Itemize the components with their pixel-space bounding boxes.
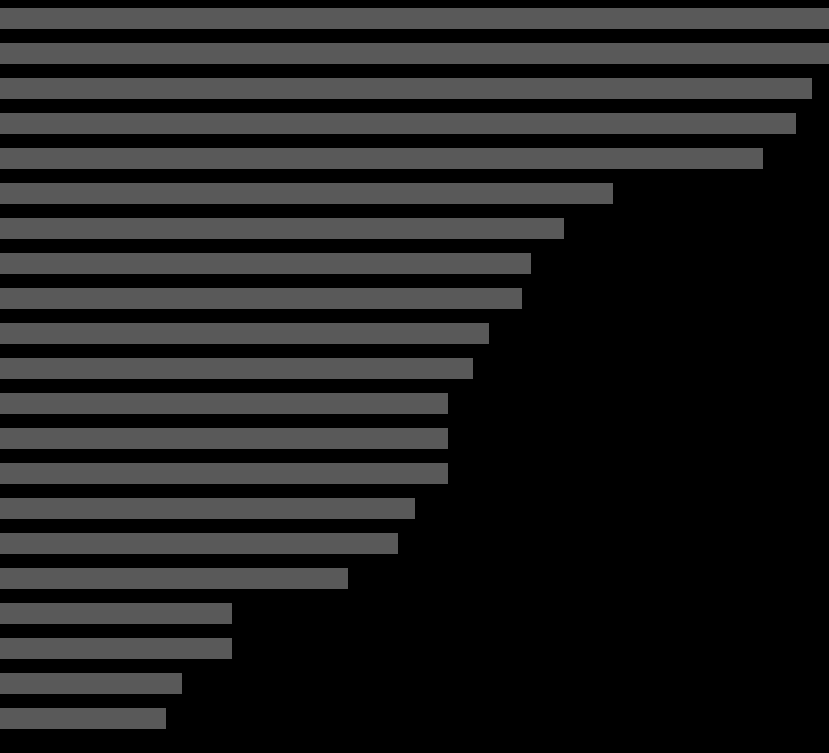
bar-row [0,78,829,113]
bar [0,603,232,624]
bar [0,78,812,99]
bar-row [0,358,829,393]
bar-row [0,43,829,78]
bar-row [0,603,829,638]
bar [0,218,564,239]
bar-row [0,148,829,183]
bar [0,428,448,449]
bar [0,8,829,29]
bar-row [0,638,829,673]
bar [0,323,489,344]
bar [0,288,522,309]
bar-row [0,218,829,253]
bar [0,358,473,379]
bar-row [0,428,829,463]
bar [0,183,613,204]
bar-row [0,498,829,533]
bar-chart-container [0,0,829,753]
bar [0,638,232,659]
bar [0,148,763,169]
bar-row [0,673,829,708]
bar-row [0,323,829,358]
bar-row [0,568,829,603]
bar [0,43,829,64]
bar-row [0,113,829,148]
bar [0,533,398,554]
bar [0,253,531,274]
bar [0,463,448,484]
bar-row [0,533,829,568]
bar-row [0,393,829,428]
bar [0,708,166,729]
bar-row [0,8,829,43]
bar-row [0,708,829,743]
bar [0,673,182,694]
bar-row [0,183,829,218]
bar-row [0,253,829,288]
bar-row [0,463,829,498]
bar [0,113,796,134]
bar [0,568,348,589]
bar [0,498,415,519]
bar-row [0,288,829,323]
bar [0,393,448,414]
